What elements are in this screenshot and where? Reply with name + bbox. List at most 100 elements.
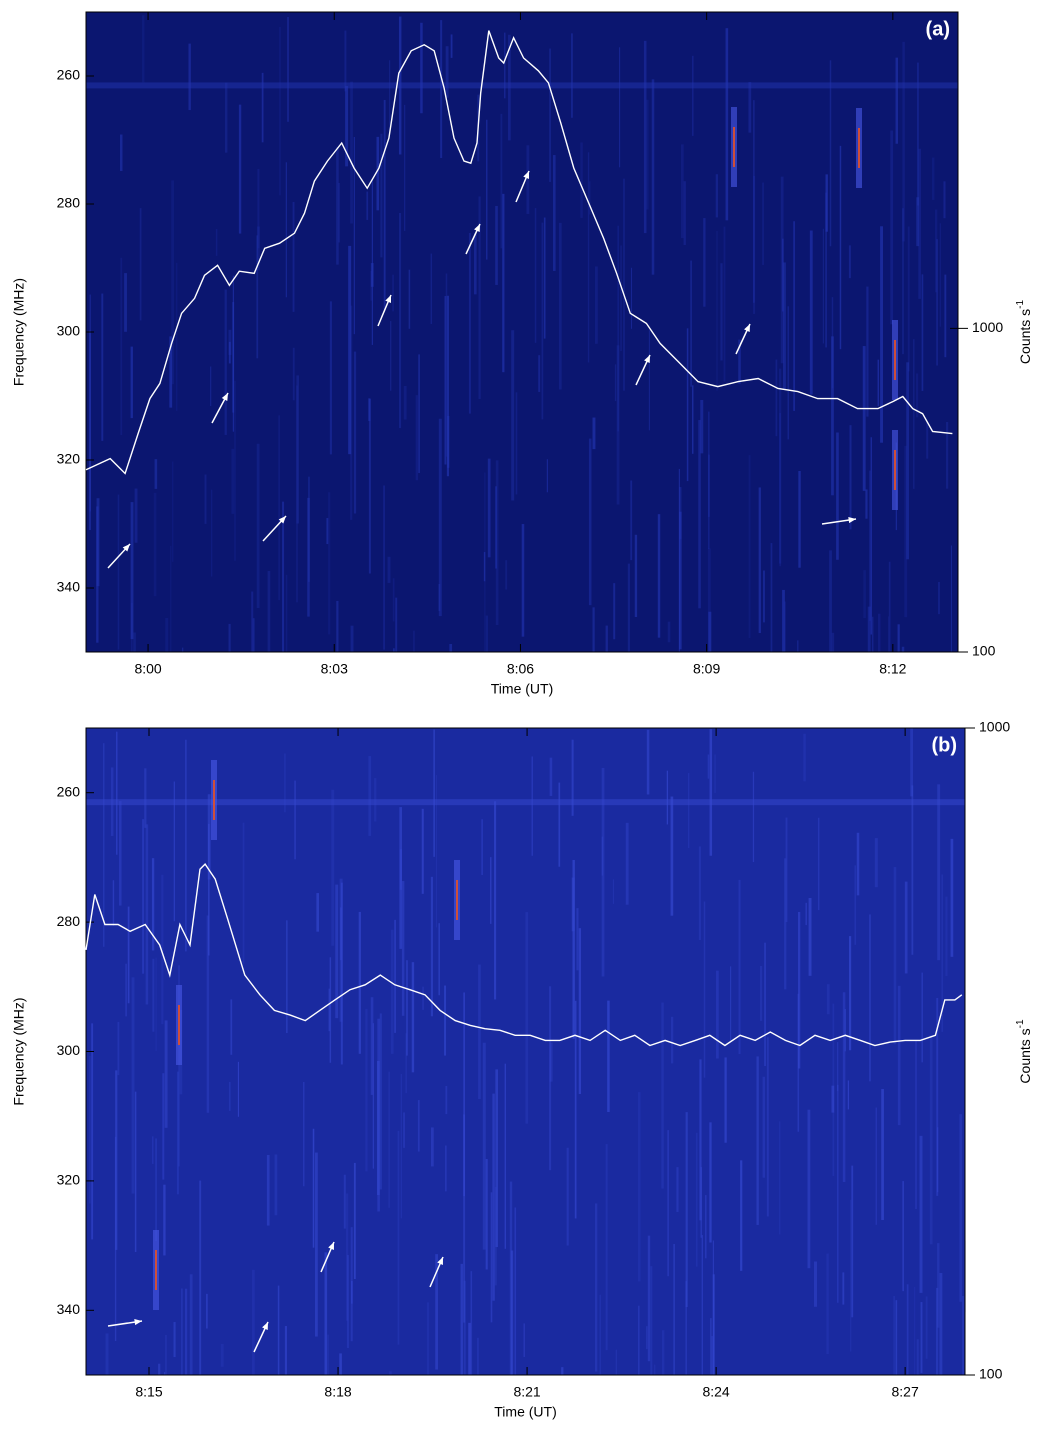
spectrogram-streak bbox=[267, 571, 271, 652]
spectrogram-streak bbox=[934, 209, 938, 293]
spectrogram-streak bbox=[709, 1122, 712, 1243]
spectrogram-streak bbox=[383, 99, 386, 312]
spectrogram-streak bbox=[383, 485, 385, 650]
spectrogram-streak bbox=[376, 1060, 380, 1196]
arrow-head bbox=[644, 355, 650, 363]
spectrogram-streak bbox=[173, 781, 175, 922]
spectrogram-streak bbox=[566, 1147, 569, 1246]
burst-core bbox=[894, 340, 896, 380]
y2-axis-title-main: Counts s bbox=[1017, 309, 1033, 364]
spectrogram-streak bbox=[920, 1302, 923, 1373]
spectrogram-streak bbox=[392, 274, 395, 312]
spectrogram-streak bbox=[460, 1263, 463, 1375]
spectrogram-streak bbox=[851, 1165, 854, 1318]
spectrogram-streak bbox=[748, 455, 751, 639]
spectrogram-streak bbox=[945, 896, 948, 977]
spectrogram-streak bbox=[206, 1293, 208, 1329]
spectrogram-streak bbox=[435, 775, 437, 928]
spectrogram-streak bbox=[282, 501, 285, 652]
spectrogram-streak bbox=[890, 130, 894, 325]
spectrogram-streak bbox=[127, 906, 130, 1004]
spectrogram-streak bbox=[284, 1326, 288, 1375]
spectrogram-streak bbox=[831, 632, 835, 652]
spectrogram-streak bbox=[408, 269, 411, 329]
spectrogram-streak bbox=[944, 274, 947, 358]
spectrogram-streak bbox=[553, 155, 556, 271]
spectrogram-streak bbox=[897, 985, 901, 1126]
spectrogram-streak bbox=[101, 293, 104, 441]
spectrogram-streak bbox=[119, 801, 122, 906]
spectrogram-streak bbox=[445, 273, 448, 457]
spectrogram-streak bbox=[918, 148, 921, 299]
spectrogram-streak bbox=[351, 1280, 353, 1304]
spectrogram-streak bbox=[169, 336, 173, 408]
y2-tick-label: 100 bbox=[979, 1366, 1003, 1382]
spectrogram-streak bbox=[587, 152, 590, 363]
spectrogram-streak bbox=[699, 1059, 702, 1221]
spectrogram-streak bbox=[906, 1284, 909, 1375]
spectrogram-streak bbox=[353, 136, 355, 335]
spectrogram-streak bbox=[867, 606, 871, 652]
spectrogram-streak bbox=[115, 1070, 118, 1250]
spectrogram-streak bbox=[463, 1280, 466, 1375]
spectrogram-streak bbox=[261, 72, 264, 143]
spectrogram-streak bbox=[340, 882, 343, 1065]
spectrogram-streak bbox=[329, 301, 332, 455]
spectrogram-streak bbox=[368, 756, 372, 836]
spectrogram-streak bbox=[782, 589, 785, 652]
spectrogram-streak bbox=[650, 1266, 653, 1375]
spectrogram-streak bbox=[571, 877, 575, 932]
spectrogram-streak bbox=[426, 1302, 430, 1375]
spectrogram-streak bbox=[514, 1207, 517, 1375]
spectrogram-streak bbox=[346, 1193, 349, 1321]
spectrogram-streak bbox=[394, 919, 397, 1033]
spectrogram-streak bbox=[105, 1333, 109, 1375]
burst-core bbox=[733, 127, 735, 167]
spectrogram-streak bbox=[592, 417, 596, 450]
spectrogram-streak bbox=[151, 858, 155, 951]
spectrogram-streak bbox=[875, 1107, 877, 1225]
spectrogram-streak bbox=[392, 578, 395, 622]
spectrogram-streak bbox=[847, 1080, 850, 1110]
spectrogram-streak bbox=[938, 582, 940, 615]
spectrogram-streak bbox=[648, 330, 650, 431]
spectrogram-band bbox=[86, 82, 958, 89]
spectrogram-streak bbox=[526, 145, 530, 214]
spectrogram-streak bbox=[125, 963, 127, 1017]
spectrogram-streak bbox=[666, 770, 669, 825]
spectrogram-streak bbox=[163, 1372, 166, 1375]
y2-tick-label: 100 bbox=[972, 643, 996, 659]
spectrogram-streak bbox=[759, 965, 763, 1021]
spectrogram-streak bbox=[153, 492, 157, 597]
spectrogram-streak bbox=[358, 911, 361, 1054]
spectrogram-streak bbox=[779, 1121, 781, 1235]
spectrogram-streak bbox=[415, 395, 419, 481]
spectrogram-streak bbox=[932, 157, 935, 200]
spectrogram-streak bbox=[256, 443, 260, 609]
spectrogram-streak bbox=[592, 607, 595, 652]
spectrogram-streak bbox=[371, 179, 373, 345]
spectrogram-streak bbox=[708, 411, 710, 549]
spectrogram-streak bbox=[707, 548, 711, 652]
spectrogram-streak bbox=[785, 817, 788, 923]
spectrogram-streak bbox=[176, 1071, 179, 1195]
spectrogram-streak bbox=[348, 245, 352, 455]
spectrogram-streak bbox=[278, 415, 280, 601]
spectrogram-streak bbox=[703, 218, 706, 307]
spectrogram-streak bbox=[481, 819, 483, 875]
spectrogram-streak bbox=[161, 874, 164, 1025]
spectrogram-streak bbox=[116, 731, 118, 855]
spectrogram-streak bbox=[921, 972, 923, 1063]
spectrogram-streak bbox=[869, 470, 871, 621]
spectrogram-streak bbox=[189, 1274, 193, 1375]
spectrogram-streak bbox=[712, 1274, 715, 1375]
spectrogram-streak bbox=[895, 1300, 898, 1375]
spectrogram-streak bbox=[817, 817, 820, 911]
spectrogram-streak bbox=[307, 497, 310, 617]
spectrogram-streak bbox=[444, 296, 447, 465]
spectrogram-streak bbox=[398, 212, 402, 429]
x-axis-title: Time (UT) bbox=[491, 681, 553, 697]
spectrogram-streak bbox=[405, 1033, 407, 1094]
spectrogram-streak bbox=[748, 82, 752, 133]
spectrogram-streak bbox=[188, 43, 191, 111]
